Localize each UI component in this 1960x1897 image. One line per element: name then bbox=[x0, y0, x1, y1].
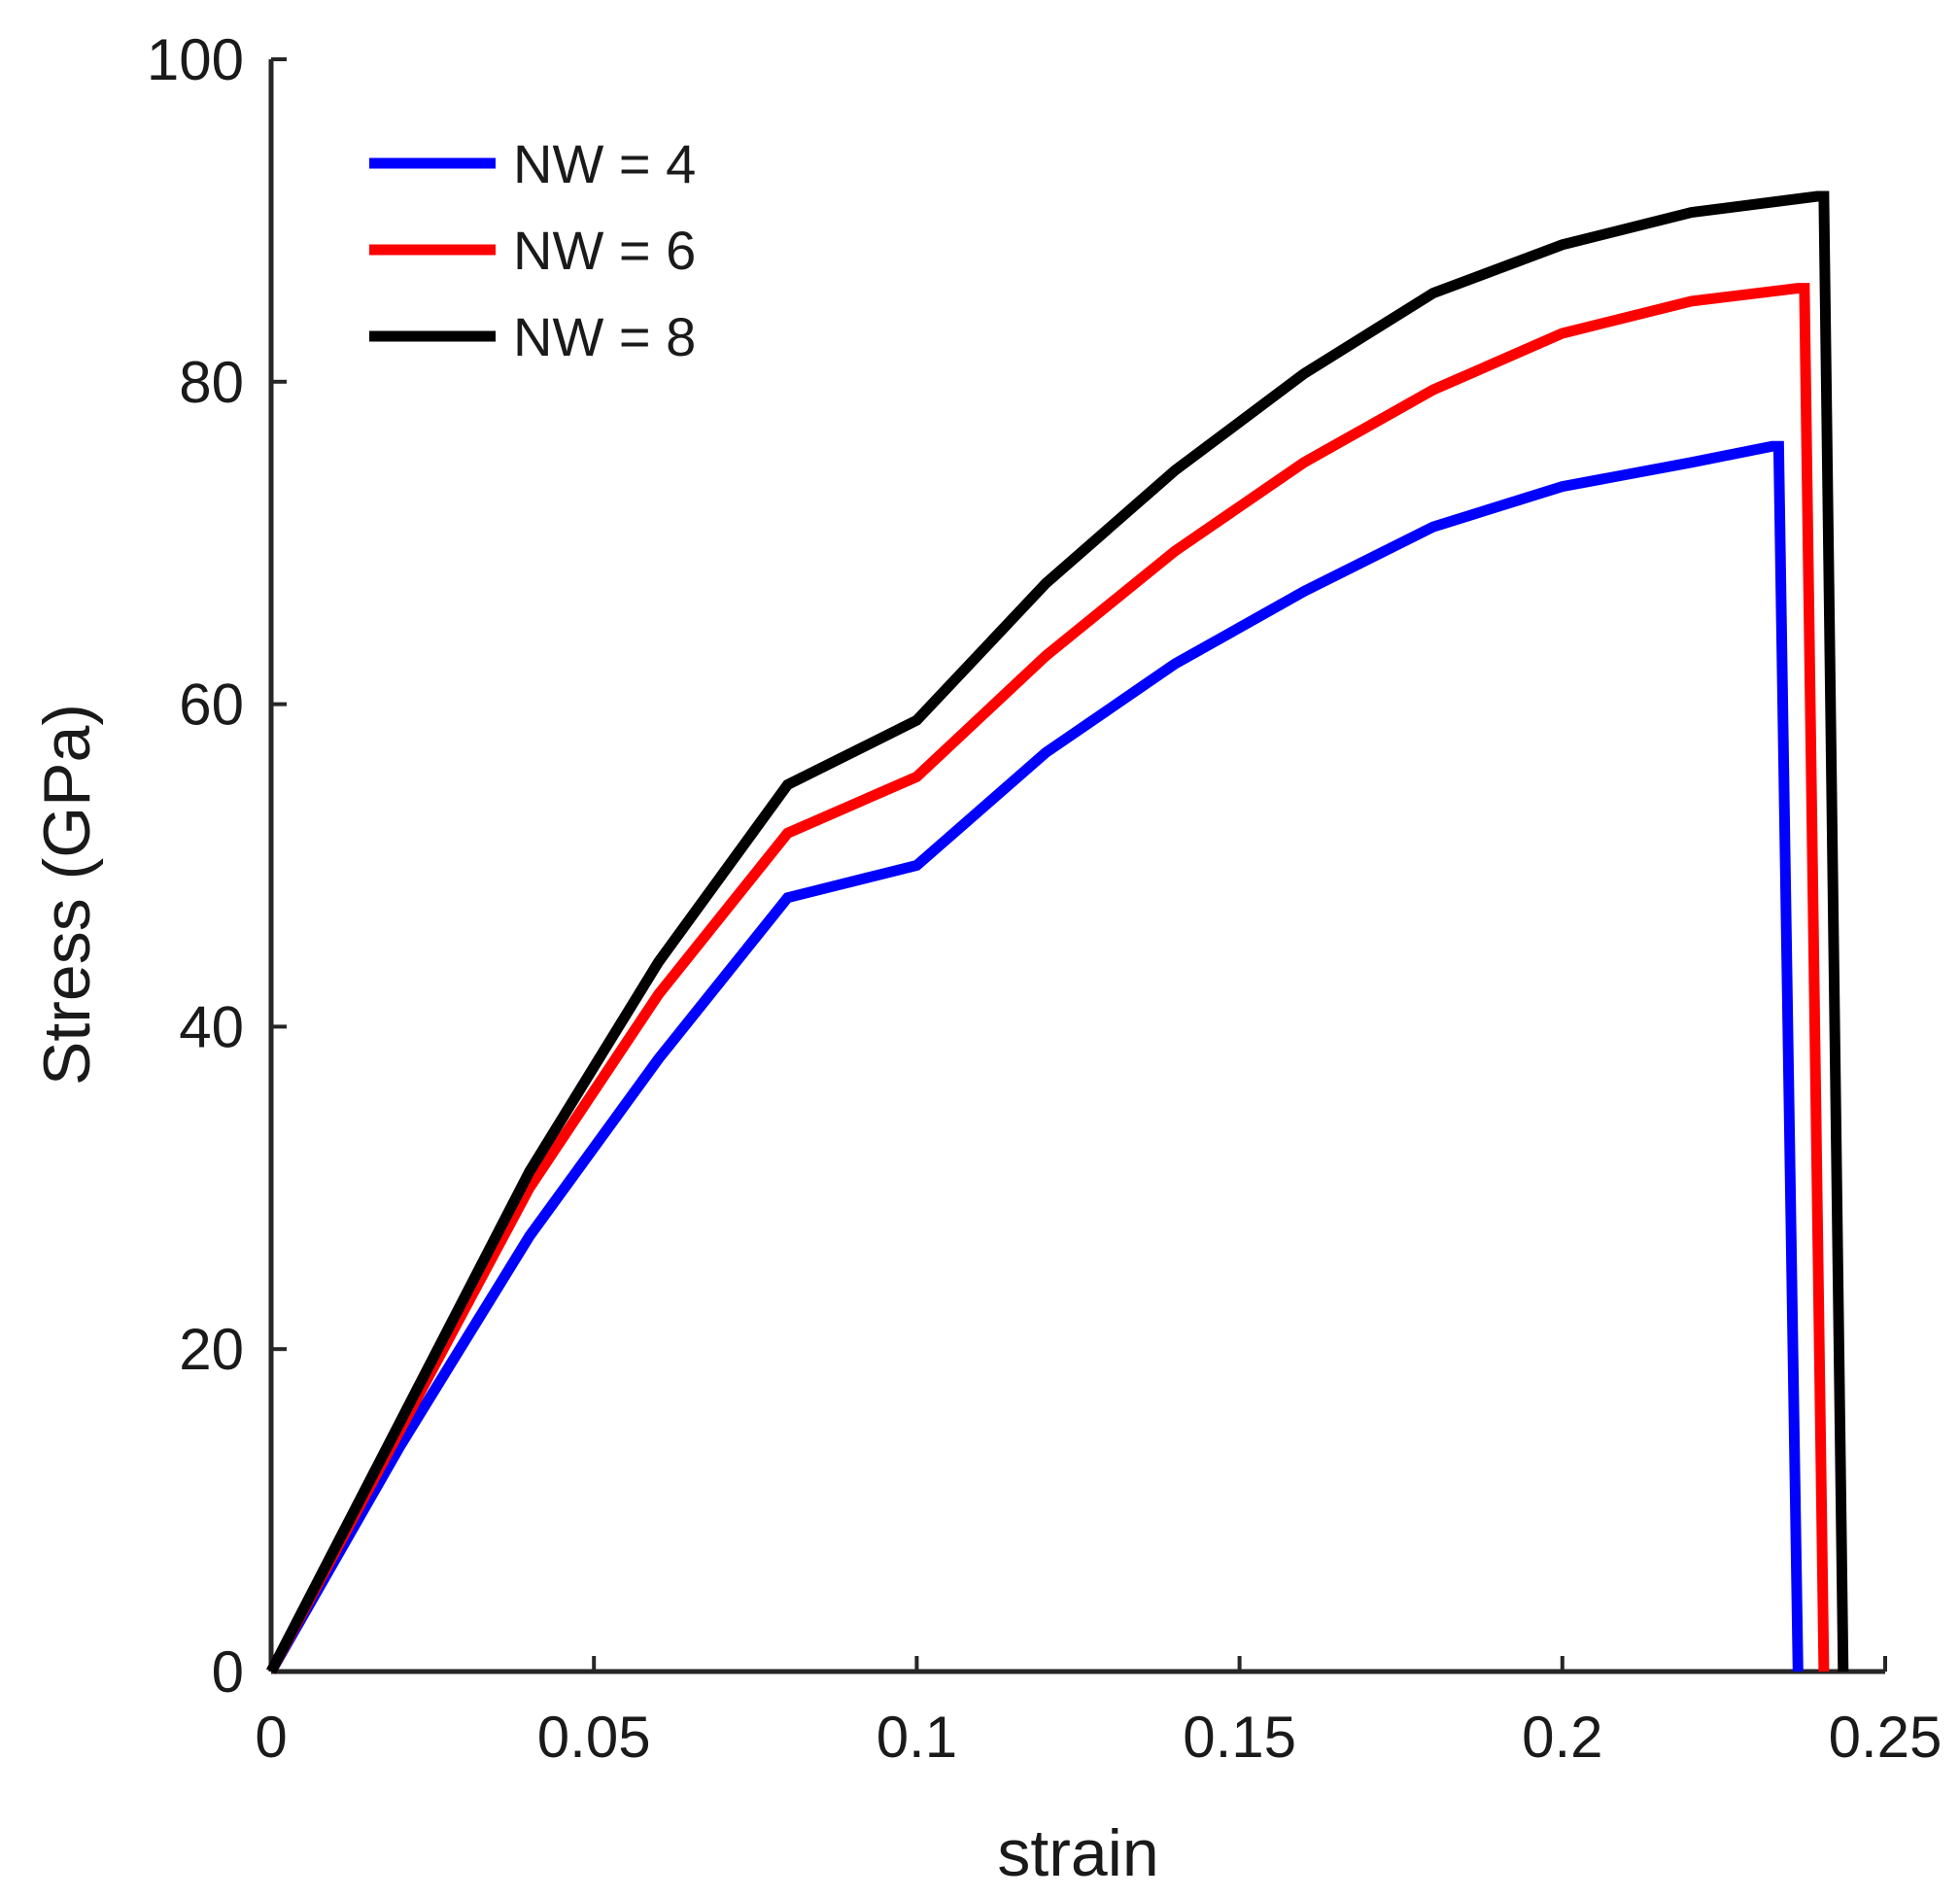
x-tick-label: 0.25 bbox=[1829, 1705, 1943, 1770]
legend-label: NW = 8 bbox=[513, 306, 696, 367]
x-axis: 0 0.05 0.1 0.15 0.2 0.25 bbox=[255, 1656, 1942, 1770]
series-line-1 bbox=[266, 440, 1804, 1674]
series-group bbox=[266, 190, 1849, 1674]
y-tick-label: 100 bbox=[147, 27, 244, 92]
x-axis-title: strain bbox=[997, 1816, 1158, 1890]
series-line-2 bbox=[266, 283, 1830, 1674]
series-line-3 bbox=[266, 190, 1849, 1674]
y-tick-label: 40 bbox=[179, 994, 244, 1059]
x-tick-label: 0.15 bbox=[1183, 1705, 1296, 1770]
x-tick-label: 0.2 bbox=[1522, 1705, 1602, 1770]
x-tick-label: 0 bbox=[255, 1705, 287, 1770]
y-tick-label: 80 bbox=[179, 350, 244, 415]
legend: NW = 4 NW = 6 NW = 8 bbox=[369, 133, 696, 367]
legend-label: NW = 6 bbox=[513, 220, 696, 281]
x-tick-label: 0.1 bbox=[877, 1705, 957, 1770]
y-tick-label: 20 bbox=[179, 1317, 244, 1382]
y-axis: 0 20 40 60 80 100 bbox=[147, 27, 287, 1705]
y-tick-label: 60 bbox=[179, 673, 244, 738]
y-tick-label: 0 bbox=[212, 1639, 244, 1705]
legend-label: NW = 4 bbox=[513, 133, 696, 194]
y-axis-title: Stress (GPa) bbox=[30, 704, 104, 1086]
x-tick-label: 0.05 bbox=[537, 1705, 651, 1770]
